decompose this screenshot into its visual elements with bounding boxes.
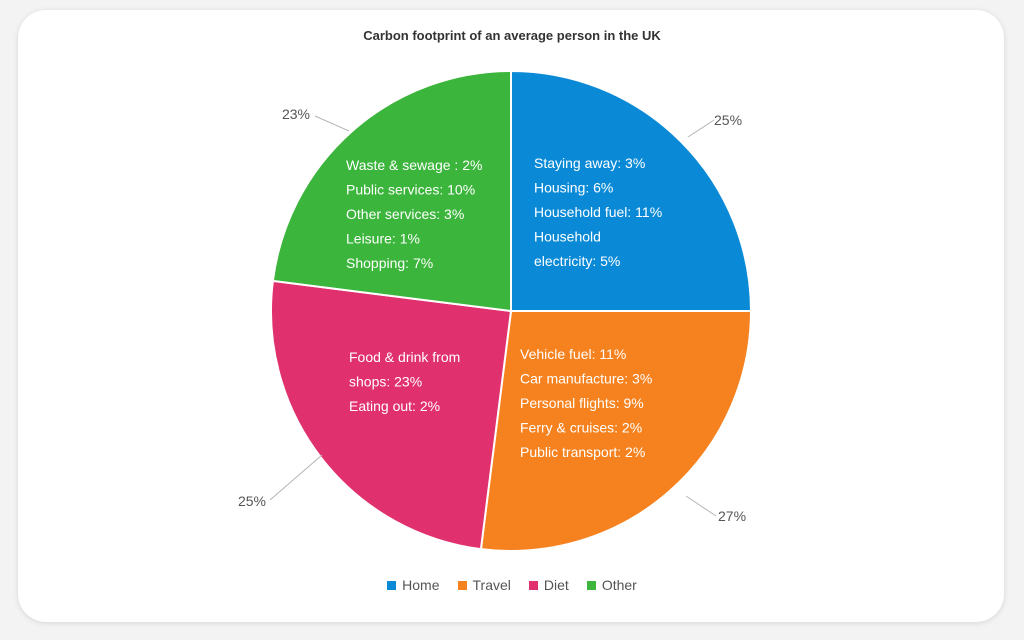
slice-breakdown-other: Waste & sewage : 2% xyxy=(346,157,482,173)
pie-slice-travel xyxy=(479,310,753,552)
slice-breakdown-diet: Eating out: 2% xyxy=(349,398,440,414)
legend-label: Home xyxy=(402,577,440,593)
leader-line-diet xyxy=(269,454,323,501)
slice-percent-label-diet: 25% xyxy=(238,493,266,509)
leader-line-travel xyxy=(685,495,717,517)
legend-item-home: Home xyxy=(387,577,440,593)
legend-swatch xyxy=(387,580,397,590)
leader-line-home xyxy=(687,119,715,138)
slice-percent-label-home: 25% xyxy=(714,112,742,128)
slice-breakdown-home: Staying away: 3% xyxy=(534,155,645,171)
slice-breakdown-travel: Public transport: 2% xyxy=(520,444,645,460)
legend-label: Other xyxy=(601,577,637,593)
legend-swatch xyxy=(457,580,467,590)
pie-slice-home xyxy=(510,69,753,312)
slice-breakdown-diet: shops: 23% xyxy=(349,374,422,390)
legend-item-travel: Travel xyxy=(457,577,511,593)
slice-breakdown-travel: Car manufacture: 3% xyxy=(520,371,652,387)
legend-label: Travel xyxy=(472,577,511,593)
slice-percent-label-other: 23% xyxy=(282,106,310,122)
slice-breakdown-diet: Food & drink from xyxy=(349,349,460,365)
legend-item-diet: Diet xyxy=(528,577,569,593)
legend-swatch xyxy=(586,580,596,590)
pie-slice-other xyxy=(271,69,512,313)
legend-swatch xyxy=(528,580,538,590)
slice-percent-label-travel: 27% xyxy=(718,508,746,524)
slice-breakdown-other: Other services: 3% xyxy=(346,206,464,222)
slice-breakdown-home: Housing: 6% xyxy=(534,180,613,196)
legend-item-other: Other xyxy=(586,577,637,593)
slice-breakdown-travel: Personal flights: 9% xyxy=(520,395,644,411)
slice-breakdown-home: Household fuel: 11% xyxy=(534,204,662,220)
slice-breakdown-other: Leisure: 1% xyxy=(346,231,420,247)
slice-breakdown-home: electricity: 5% xyxy=(534,253,620,269)
leader-line-other xyxy=(314,115,350,132)
slice-breakdown-home: Household xyxy=(534,229,601,245)
slice-breakdown-other: Shopping: 7% xyxy=(346,255,433,271)
pie-slice-diet xyxy=(270,279,513,551)
slice-breakdown-travel: Ferry & cruises: 2% xyxy=(520,420,642,436)
legend-label: Diet xyxy=(543,577,569,593)
chart-title: Carbon footprint of an average person in… xyxy=(363,28,661,43)
chart-legend: Home Travel Diet Other xyxy=(0,577,1024,593)
slice-breakdown-travel: Vehicle fuel: 11% xyxy=(520,346,626,362)
slice-breakdown-other: Public services: 10% xyxy=(346,182,475,198)
